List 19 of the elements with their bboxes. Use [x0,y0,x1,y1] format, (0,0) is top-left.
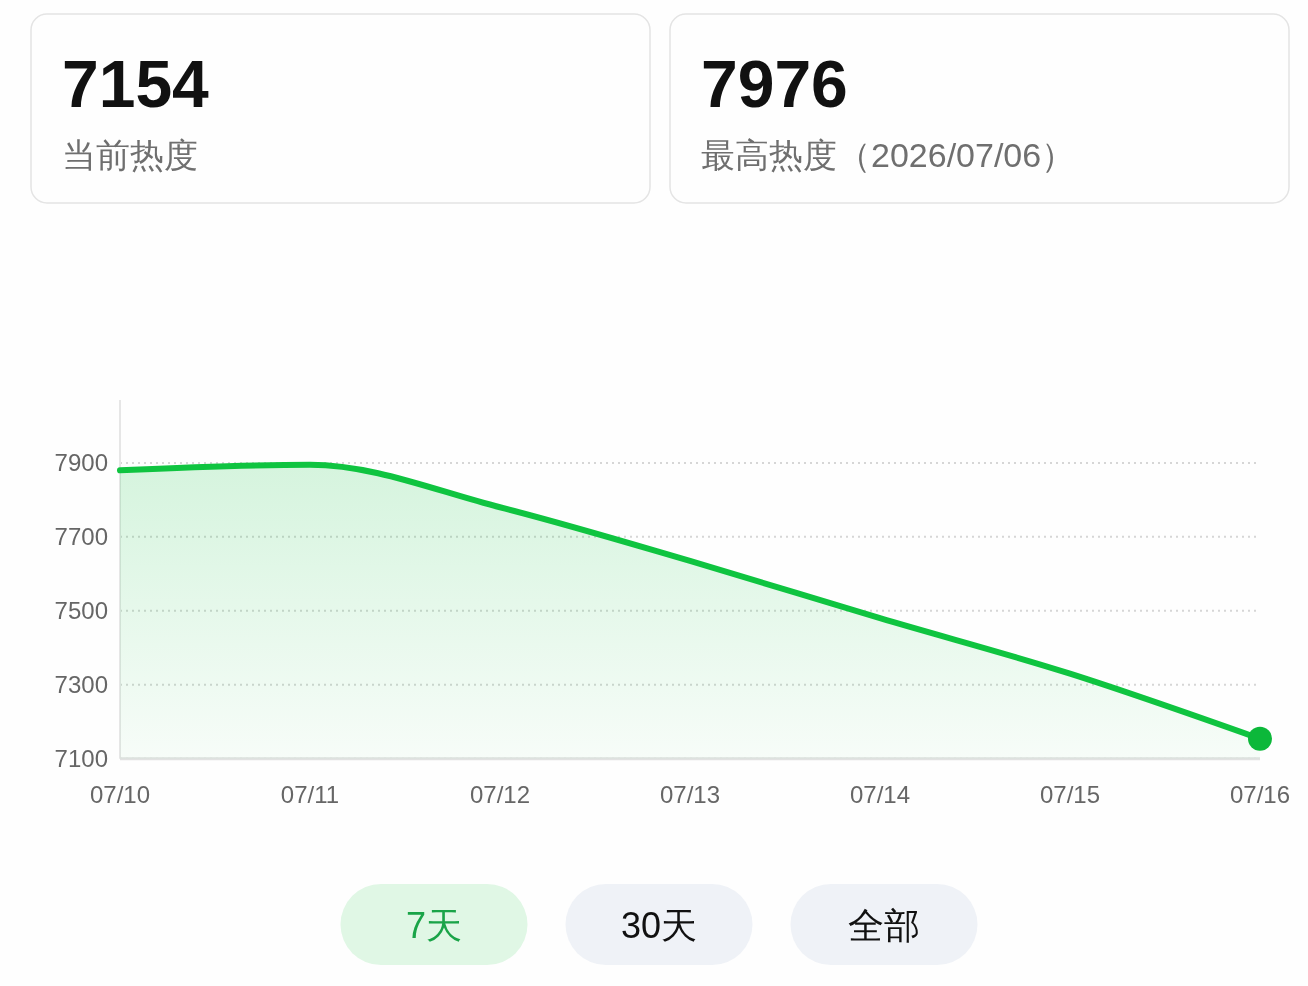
y-tick-label: 7500 [54,597,108,625]
y-tick-label: 7300 [54,671,108,699]
text: 30天 [620,905,698,946]
text: 7976 [701,47,848,121]
x-tick-label: 07/16 [1229,781,1291,808]
x-tick-label: 07/10 [89,781,151,808]
x-tick-label: 07/11 [280,781,340,808]
y-tick-label: 7700 [54,523,108,551]
text: 7154 [62,47,210,121]
x-tick-label: 07/14 [849,781,911,808]
x-tick-label: 07/15 [1039,781,1101,808]
text: 当前热度 [62,136,198,174]
text: 7天 [405,905,463,946]
y-tick-label: 7900 [54,449,108,477]
x-tick-label: 07/12 [469,781,531,808]
y-tick-label: 7100 [54,745,108,773]
text: 最高热度（2026/07/06） [701,136,1076,174]
text: 全部 [848,905,920,946]
x-tick-label: 07/13 [659,781,721,808]
